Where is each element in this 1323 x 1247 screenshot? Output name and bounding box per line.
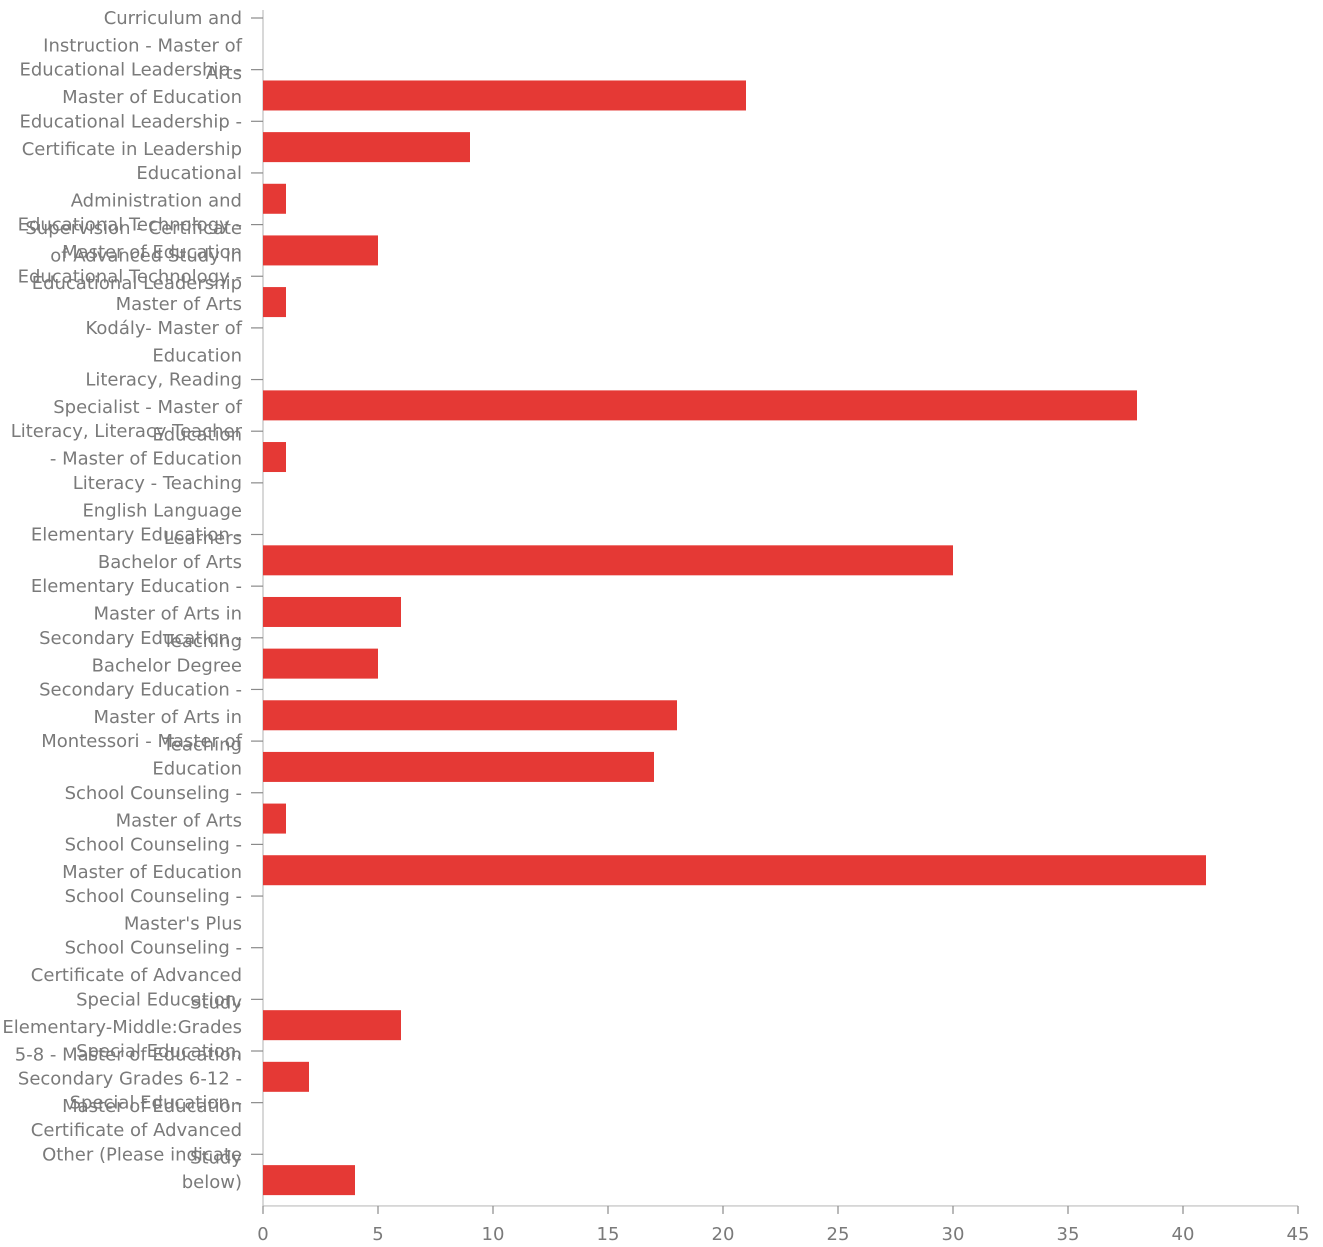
category-label: School Counseling -Master's Plus (65, 886, 242, 935)
category-label: Literacy, Reading Specialist - Master of E… (53, 370, 242, 446)
bar (263, 80, 746, 111)
bar (263, 235, 378, 266)
bar (263, 751, 654, 782)
category-label: Montessori - Master of Education (41, 731, 242, 780)
category-label: Literacy - Teaching English Language Learn… (73, 473, 242, 549)
x-tick-label: 30 (942, 1224, 965, 1245)
category-label: Special Education, Elementary-Middle:Grad… (2, 989, 242, 1065)
bars-group (263, 80, 1206, 1196)
x-tick-label: 35 (1057, 1224, 1080, 1245)
x-tick-label: 25 (827, 1224, 850, 1245)
x-tick-label: 45 (1287, 1224, 1310, 1245)
x-tick-label: 10 (482, 1224, 505, 1245)
category-label: Educational Technology -Master of Arts (18, 266, 242, 315)
category-label: Educational Leadership -Certificate in L… (19, 111, 242, 160)
category-ticks-group (251, 17, 263, 1155)
category-label: School Counseling -Master of Education (62, 834, 242, 883)
category-label: Elementary Education -Bachelor of Arts (31, 525, 242, 574)
bar (263, 1165, 355, 1196)
category-label: School Counseling -Master of Arts (65, 783, 242, 832)
bar (263, 545, 953, 576)
category-label: Secondary Education -Master of Arts in Te… (39, 679, 242, 755)
x-ticks-group: 0 5 10 15 20 25 30 35 40 45 (257, 1205, 1310, 1245)
bar (263, 287, 286, 318)
category-label: Educational Leadership -Master of Educat… (19, 60, 242, 109)
bar (263, 183, 286, 214)
bar (263, 1010, 401, 1041)
category-label: Kodály- Master of Education (86, 318, 243, 367)
category-label: Other (Please indicate below) (42, 1144, 242, 1193)
bar (263, 803, 286, 834)
category-label: Educational Technology -Master of Educat… (18, 215, 242, 264)
bar (263, 700, 677, 731)
bar (263, 855, 1206, 886)
category-labels-group: Curriculum and Instruction - Master of Art… (2, 8, 242, 1193)
bar (263, 132, 470, 163)
category-label: School Counseling -Certificate of Advanc… (31, 938, 243, 1014)
category-label: Elementary Education -Master of Arts in T… (31, 576, 242, 652)
category-label: Literacy, Literacy Teacher - Master of Ed… (11, 421, 243, 470)
x-tick-label: 5 (372, 1224, 383, 1245)
bar (263, 648, 378, 679)
bar (263, 596, 401, 627)
x-tick-label: 40 (1172, 1224, 1195, 1245)
category-label: Special Education -Certificate of Advanc… (31, 1093, 243, 1169)
x-tick-label: 20 (712, 1224, 735, 1245)
bar (263, 442, 286, 473)
category-label: Secondary Education -Bachelor Degree (39, 628, 242, 677)
category-label: Educational Administration and Supervision… (25, 163, 242, 294)
category-label: Special Education, Secondary Grades 6-12 … (18, 1041, 242, 1117)
x-tick-label: 0 (257, 1224, 268, 1245)
bar (263, 1061, 309, 1092)
x-tick-label: 15 (597, 1224, 620, 1245)
category-label: Curriculum and Instruction - Master of Art… (43, 8, 242, 84)
bar (263, 390, 1137, 421)
